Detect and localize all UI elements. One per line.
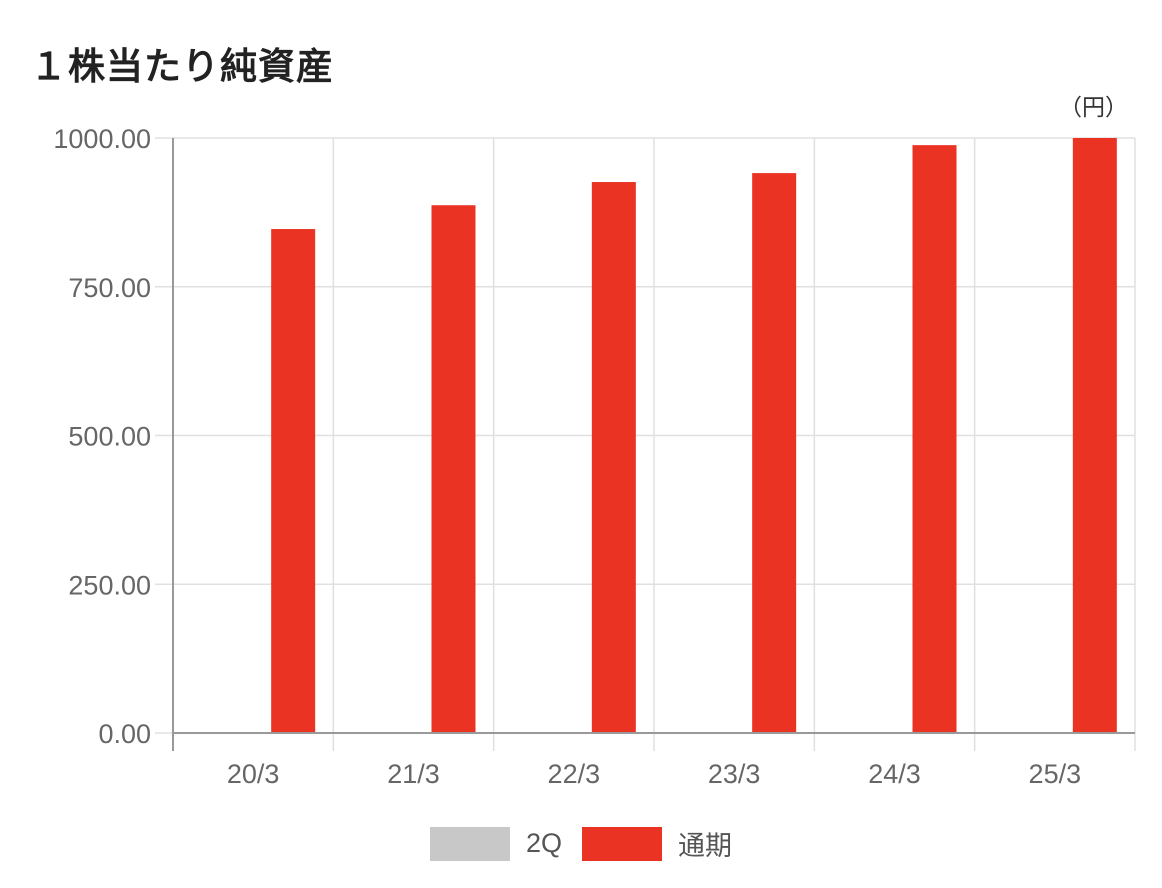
bar-full-year[interactable] [752,173,797,734]
bar-full-year[interactable] [431,205,476,734]
bar-full-year[interactable] [591,182,636,733]
axes [172,138,1135,751]
legend-swatch-2q [429,826,510,861]
y-tick-label: 1000.00 [53,124,151,154]
legend: 2Q 通期 [0,824,1162,863]
chart-title: １株当たり純資産 [30,45,334,88]
x-tick-label: 24/3 [868,759,921,789]
bar-full-year[interactable] [912,145,957,733]
legend-label-full-year: 通期 [678,831,733,861]
y-tick-label: 0.00 [98,719,151,749]
tick-labels: 0.00 250.00 500.00 750.00 1000.00 20/3 21/3 22/… [53,124,1081,789]
legend-label-2q: 2Q [525,828,563,858]
unit-label: （円） [1059,95,1128,121]
bar-full-year[interactable] [1072,138,1117,733]
bars [271,138,1117,734]
legend-item-2q[interactable]: 2Q [429,826,563,861]
x-tick-label: 25/3 [1029,759,1082,789]
x-tick-label: 22/3 [548,759,601,789]
y-tick-label: 250.00 [68,570,151,600]
y-tick-label: 500.00 [68,422,151,452]
bar-full-year[interactable] [271,229,316,733]
x-tick-label: 23/3 [708,759,761,789]
legend-swatch-full-year [582,826,663,861]
y-tick-label: 750.00 [68,273,151,303]
x-tick-label: 20/3 [227,759,280,789]
legend-item-full-year[interactable]: 通期 [582,824,732,863]
bar-chart: 0.00 250.00 500.00 750.00 1000.00 20/3 21/3 22/… [53,124,1136,789]
x-tick-label: 21/3 [387,759,440,789]
